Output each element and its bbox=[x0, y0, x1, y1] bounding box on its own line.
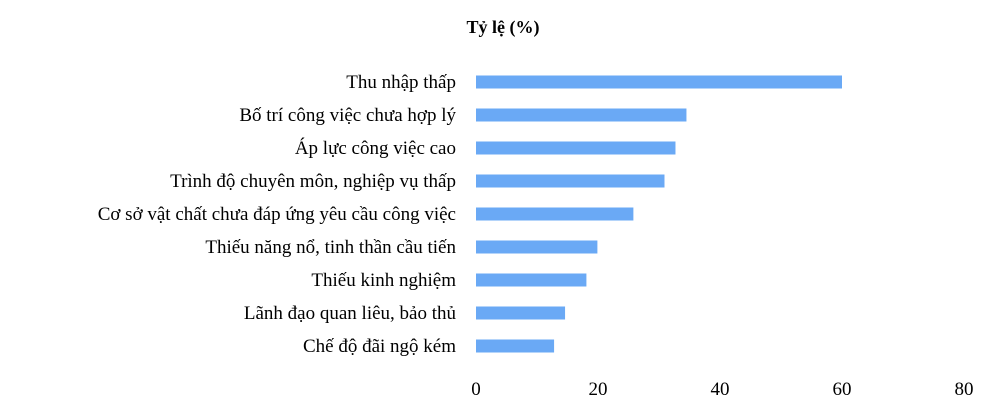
category-label: Chế độ đãi ngộ kém bbox=[303, 336, 456, 357]
bar bbox=[476, 339, 555, 353]
category-label: Bố trí công việc chưa hợp lý bbox=[239, 105, 456, 126]
category-label: Thu nhập thấp bbox=[346, 72, 456, 93]
bar bbox=[476, 240, 598, 254]
x-axis-ticks: 0 20 40 60 80 bbox=[471, 379, 973, 400]
x-tick-label: 80 bbox=[955, 379, 974, 400]
category-label: Trình độ chuyên môn, nghiệp vụ thấp bbox=[170, 171, 456, 192]
category-label: Thiếu kinh nghiệm bbox=[311, 270, 456, 291]
category-label: Lãnh đạo quan liêu, bảo thủ bbox=[244, 303, 457, 324]
bar bbox=[476, 306, 566, 320]
bar bbox=[476, 207, 634, 221]
bar bbox=[476, 273, 587, 287]
bar bbox=[476, 108, 687, 122]
x-tick-label: 40 bbox=[711, 379, 730, 400]
bar bbox=[476, 174, 665, 188]
bar bbox=[476, 75, 842, 89]
x-tick-label: 60 bbox=[833, 379, 852, 400]
x-tick-label: 0 bbox=[471, 379, 481, 400]
bars bbox=[476, 75, 842, 353]
chart-title: Tỷ lệ (%) bbox=[466, 17, 540, 37]
category-labels: Thu nhập thấp Bố trí công việc chưa hợp l… bbox=[98, 72, 457, 357]
category-label: Áp lực công việc cao bbox=[295, 137, 456, 159]
category-label: Cơ sở vật chất chưa đáp ứng yêu cầu công… bbox=[98, 204, 456, 225]
bar bbox=[476, 141, 676, 155]
category-label: Thiếu năng nổ, tinh thần cầu tiến bbox=[205, 237, 456, 258]
x-tick-label: 20 bbox=[589, 379, 608, 400]
